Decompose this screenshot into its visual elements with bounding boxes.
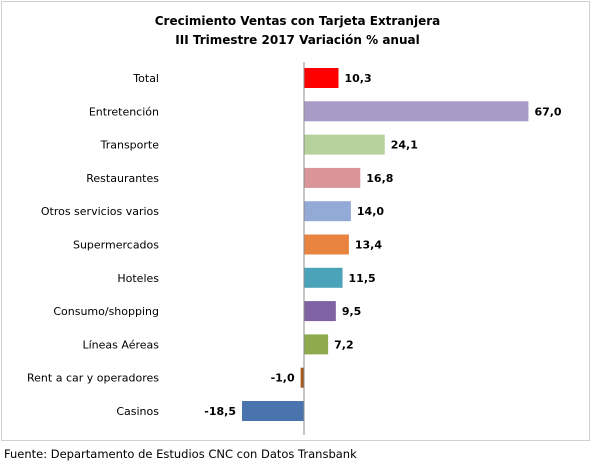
data-label: 24,1 — [391, 139, 418, 152]
data-label: 9,5 — [342, 305, 362, 318]
bar-9 — [304, 334, 329, 355]
category-label: Supermercados — [73, 239, 159, 252]
category-label: Entretención — [89, 105, 159, 118]
category-label: Otros servicios varios — [41, 205, 159, 218]
category-label: Transporte — [100, 139, 160, 152]
bar-4 — [304, 167, 361, 188]
category-label: Casinos — [116, 405, 159, 418]
chart-title: Crecimiento Ventas con Tarjeta Extranjer… — [154, 14, 441, 28]
category-label: Hoteles — [117, 272, 159, 285]
source-note: Fuente: Departamento de Estudios CNC con… — [4, 447, 357, 461]
bar-1 — [304, 68, 339, 88]
data-label: -1,0 — [271, 372, 295, 385]
category-label: Restaurantes — [86, 172, 159, 185]
chart-subtitle: III Trimestre 2017 Variación % anual — [175, 33, 420, 47]
bar-2 — [304, 101, 529, 122]
data-label: 14,0 — [357, 205, 384, 218]
bar-chart: Total 10,3 Entretención 67,0 Transporte 24,1 R… — [27, 62, 562, 435]
category-label: Líneas Aéreas — [82, 338, 159, 351]
data-label: 10,3 — [345, 72, 372, 85]
data-label: 11,5 — [349, 272, 376, 285]
chart-frame: Crecimiento Ventas con Tarjeta Extranjer… — [1, 1, 590, 441]
data-label: 67,0 — [534, 105, 561, 118]
bar-10 — [300, 367, 304, 388]
bar-11 — [242, 401, 304, 421]
data-label: 13,4 — [355, 239, 382, 252]
bar-3 — [304, 134, 385, 155]
data-label: 16,8 — [366, 172, 393, 185]
category-label: Total — [132, 72, 159, 85]
bar-5 — [304, 201, 351, 222]
data-label: 7,2 — [334, 338, 354, 351]
category-label: Rent a car y operadores — [27, 372, 159, 385]
bar-7 — [304, 267, 343, 288]
bar-8 — [304, 301, 336, 322]
data-label: -18,5 — [204, 405, 236, 418]
category-label: Consumo/shopping — [53, 305, 159, 318]
bar-6 — [304, 234, 349, 255]
